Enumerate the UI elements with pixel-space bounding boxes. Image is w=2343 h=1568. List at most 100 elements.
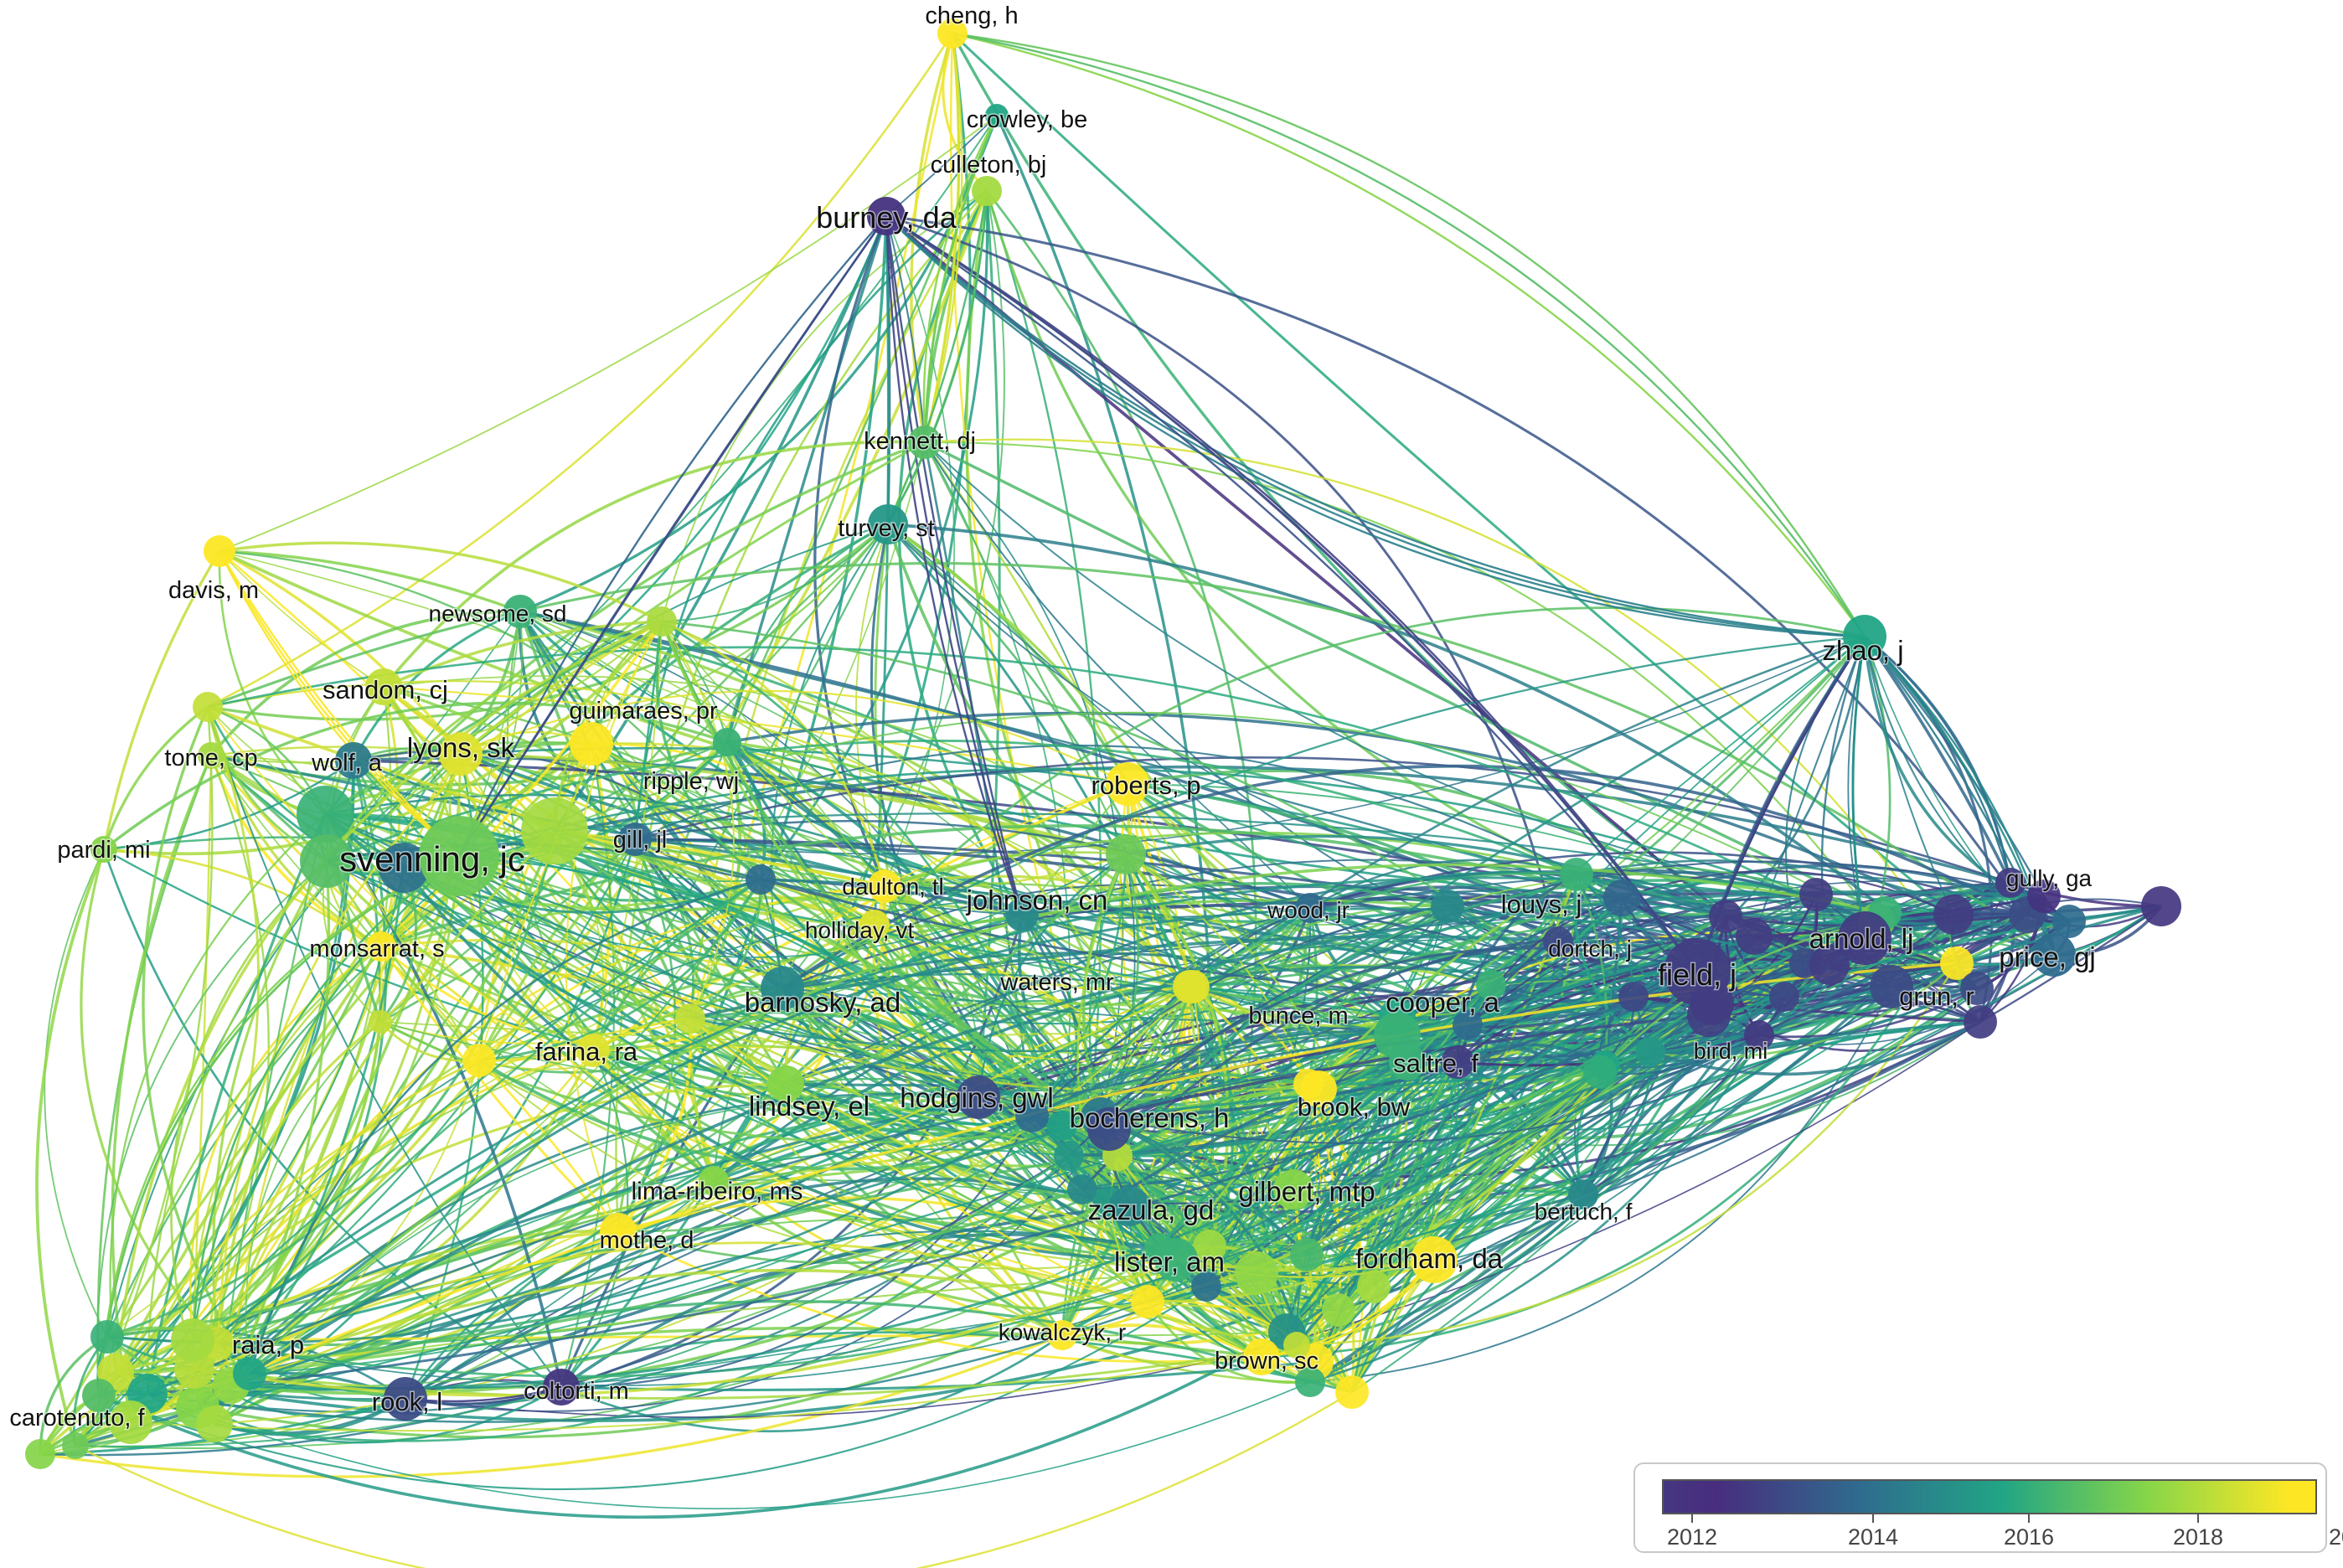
author-node[interactable] [1067,1174,1097,1204]
author-node-bocherens-h[interactable] [1087,1107,1131,1151]
author-node[interactable] [1295,1367,1325,1397]
author-node-burney-da[interactable] [867,197,906,235]
author-node-gill-jl[interactable] [618,823,652,856]
author-node[interactable] [1193,1230,1226,1263]
author-node[interactable] [1476,970,1506,1000]
author-node-farina-ra[interactable] [576,1034,610,1067]
author-node-johnson-cn[interactable] [1005,898,1039,931]
author-node[interactable] [379,843,429,893]
author-node[interactable] [297,786,354,843]
author-node[interactable] [1583,1055,1617,1089]
author-node-bertuch-f[interactable] [1568,1179,1598,1210]
author-node[interactable] [25,1439,55,1469]
author-node[interactable] [1736,918,1773,955]
author-node[interactable] [193,692,223,722]
author-node[interactable] [196,1406,233,1442]
author-node[interactable] [1940,946,1974,980]
author-node-monsarrat-s[interactable] [366,931,396,962]
author-node[interactable] [1235,1251,1278,1295]
author-node[interactable] [1322,1293,1355,1327]
author-node[interactable] [462,1044,496,1077]
author-node-sandom-cj[interactable] [365,668,402,705]
author-node[interactable] [90,1320,124,1354]
author-node[interactable] [109,1400,152,1444]
author-node-saltre-f[interactable] [1389,1044,1426,1081]
author-node-fordham-da[interactable] [1411,1236,1458,1283]
author-node-guimaraes-pr[interactable] [570,722,613,766]
author-node-lima-ribeiro-ms[interactable] [699,1166,729,1196]
author-node[interactable] [1290,1238,1324,1271]
author-node-svenning-jc[interactable] [419,816,499,896]
author-node-gilbert-mtp[interactable] [1273,1169,1313,1210]
author-node[interactable] [1106,834,1146,874]
author-node-crowley-be[interactable] [985,104,1009,127]
author-node-waters-mr[interactable] [1173,970,1206,1003]
author-node-lyons-sk[interactable] [439,732,483,776]
author-node-wolf-a[interactable] [335,742,372,779]
author-node[interactable] [1603,879,1640,916]
author-node-kennett-dj[interactable] [908,426,942,459]
author-node[interactable] [2052,905,2086,938]
author-node[interactable] [1964,1005,1997,1039]
author-node[interactable] [1054,1141,1084,1171]
author-node-carotenuto-f[interactable] [82,1379,116,1412]
author-node-bird-mi[interactable] [1690,982,1734,1025]
author-node[interactable] [1709,900,1742,933]
author-node-tome-cp[interactable] [198,742,224,769]
author-node[interactable] [1335,1375,1369,1409]
author-node-brown-sc[interactable] [1243,1338,1280,1375]
author-node-mothe-d[interactable] [600,1213,637,1250]
author-node[interactable] [675,1003,705,1034]
author-node[interactable] [1635,1037,1665,1067]
author-node[interactable] [1809,945,1850,985]
author-node[interactable] [521,797,588,864]
author-node[interactable] [1441,1045,1474,1079]
author-node-rook-l[interactable] [384,1377,427,1421]
author-node[interactable] [1283,1332,1310,1359]
author-node-wood-jr[interactable] [1295,893,1325,923]
author-node[interactable] [2141,886,2181,926]
author-node[interactable] [1960,972,1994,1005]
author-node-turvey-st[interactable] [868,504,908,544]
author-node-louys-j[interactable] [1431,890,1464,923]
author-node[interactable] [62,1432,89,1459]
author-node-daulton-tl[interactable] [868,869,901,903]
author-node-newsome-sd[interactable] [503,595,537,628]
author-node[interactable] [2027,879,2061,913]
author-node-dortch-j[interactable] [1543,926,1573,957]
author-node-cheng-h[interactable] [937,18,968,49]
author-node[interactable] [1015,1099,1049,1132]
author-node-zhao-j[interactable] [1843,615,1886,658]
author-node[interactable] [1357,1270,1391,1303]
author-node-pardi-mi[interactable] [90,836,117,863]
author-node-brook-bw[interactable] [1300,1070,1337,1107]
author-node[interactable] [300,834,354,888]
author-node-grun-r[interactable] [1870,965,1913,1008]
author-node-ripple-wj[interactable] [713,728,741,756]
author-node-arnold-lj[interactable] [1838,911,1891,965]
author-node[interactable] [1131,1285,1164,1318]
author-node[interactable] [1744,1020,1774,1050]
author-node-price-gj[interactable] [2032,933,2076,977]
author-node[interactable] [1769,982,1799,1012]
author-node[interactable] [1191,1271,1221,1302]
author-node[interactable] [746,864,776,895]
author-node[interactable] [647,606,677,637]
author-node-culleton-bj[interactable] [972,176,1002,206]
author-node-holliday-vt[interactable] [859,910,890,940]
author-node-lindsey-el[interactable] [767,1065,804,1102]
author-node[interactable] [369,1010,392,1034]
author-node[interactable] [1799,878,1833,911]
author-node[interactable] [1618,982,1649,1012]
author-node[interactable] [233,1357,266,1390]
author-node[interactable] [1933,895,1974,935]
author-node-kowalczyk-r[interactable] [1047,1320,1077,1350]
author-node[interactable] [1453,1010,1483,1040]
author-node-coltorti-m[interactable] [543,1369,580,1406]
author-node-lister-am[interactable] [1154,1238,1198,1282]
author-node-davis-m[interactable] [204,535,235,567]
author-node-zazula-gd[interactable] [1109,1186,1149,1226]
author-node-gully-ga[interactable] [1995,868,2026,898]
author-node[interactable] [1047,1111,1077,1141]
author-node-roberts-p[interactable] [1106,762,1149,806]
